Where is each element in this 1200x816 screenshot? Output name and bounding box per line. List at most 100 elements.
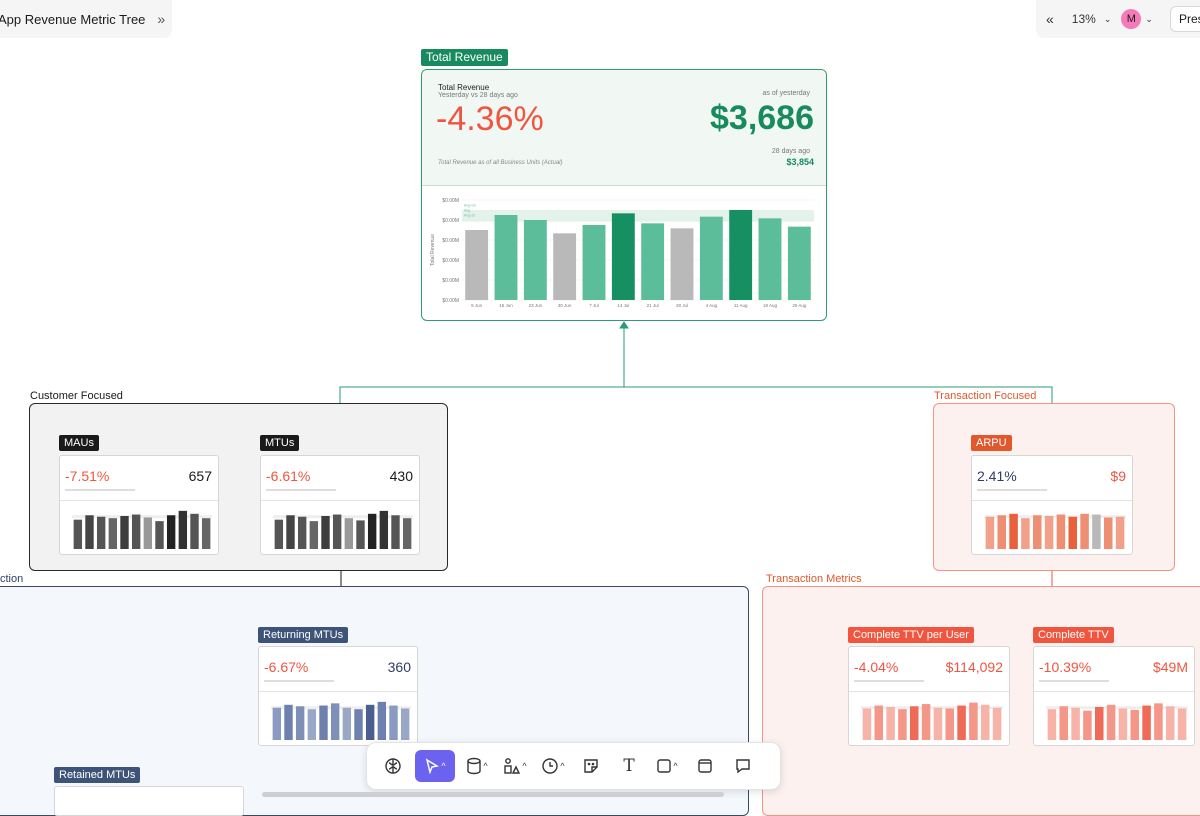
clock-icon[interactable]: ^ (537, 750, 569, 782)
maus-footnote-line (65, 489, 135, 491)
returning-mtus-change: -6.67% (264, 659, 309, 675)
retained-mtus-card[interactable] (54, 786, 244, 816)
mini-chart-bar (1130, 709, 1140, 740)
mini-chart-bar (992, 707, 1002, 740)
mtus-card[interactable]: -6.61% 430 (260, 455, 420, 555)
mini-chart-band (273, 515, 413, 519)
mini-chart-bar (886, 707, 895, 740)
shapes-icon[interactable]: ^ (499, 750, 531, 782)
big-chart-bar (611, 213, 635, 300)
mini-chart-bar (945, 708, 955, 740)
pointer-icon[interactable]: ^ (415, 750, 455, 782)
big-chart-ytick: $0.00M (442, 258, 459, 264)
complete-ttv-per-user-footnote-line (854, 680, 924, 682)
present-button[interactable]: Pres (1170, 6, 1200, 32)
expand-chevrons-icon[interactable]: » (157, 11, 166, 27)
mini-chart-bar (73, 519, 83, 549)
mini-chart-bar (1115, 516, 1125, 549)
mini-chart-bar (96, 516, 106, 549)
big-chart-bar (465, 230, 489, 300)
mini-chart-bar (377, 701, 387, 740)
frame-icon[interactable] (689, 750, 721, 782)
total-revenue-footnote: Total Revenue as of all Business Units (… (438, 160, 563, 166)
horizontal-scrollbar[interactable] (262, 792, 724, 797)
customer-focused-label: Customer Focused (30, 390, 123, 402)
total-revenue-card[interactable]: Total Revenue Yesterday vs 28 days ago -… (421, 69, 827, 321)
big-chart-bar (494, 215, 518, 300)
complete-ttv-per-user-tag: Complete TTV per User (848, 627, 974, 643)
complete-ttv-per-user-card[interactable]: -4.04% $114,092 (848, 646, 1010, 746)
returning-mtus-card[interactable]: -6.67% 360 (258, 646, 418, 746)
arpu-change: 2.41% (977, 468, 1017, 484)
total-revenue-label: Total Revenue (438, 83, 490, 92)
mini-chart-bar (898, 709, 907, 740)
mini-chart-bar (1047, 709, 1057, 740)
mini-chart-bar (1165, 706, 1175, 740)
total-revenue-change: -4.36% (436, 100, 544, 138)
database-icon[interactable]: ^ (461, 750, 493, 782)
maus-card[interactable]: -7.51% 657 (59, 455, 219, 555)
mini-chart-bar (274, 519, 284, 549)
total-revenue-subtitle: Yesterday vs 28 days ago (438, 92, 518, 99)
total-revenue-value: $3,686 (710, 99, 814, 137)
comment-icon[interactable] (727, 750, 759, 782)
mini-chart-bar (321, 516, 330, 549)
big-chart-xtick: 21 Jul (647, 303, 659, 308)
mini-chart-bar (997, 515, 1007, 549)
mini-chart-bar (319, 705, 328, 740)
avatar[interactable]: M (1121, 9, 1142, 29)
big-chart-xtick: 18 Aug (763, 303, 778, 308)
mini-chart-bar (933, 707, 943, 740)
mini-chart-bar (400, 708, 410, 740)
zoom-level[interactable]: 13% (1071, 12, 1096, 26)
retained-mtus-tag: Retained MTUs (54, 767, 141, 783)
mini-chart-bar (402, 518, 412, 549)
rectangle-icon[interactable]: ^ (651, 750, 683, 782)
text-icon[interactable]: T (623, 756, 635, 776)
mini-chart-bar (1106, 704, 1116, 740)
complete-ttv-card[interactable]: -10.39% $49M (1033, 646, 1195, 746)
mini-chart-bar (391, 515, 400, 549)
big-chart-xtick: 4 Aug (706, 303, 718, 308)
mini-chart-bar (309, 521, 319, 549)
big-chart-bar (553, 233, 577, 300)
total-revenue-ago-value: $3,854 (786, 157, 814, 167)
document-title[interactable]: App Revenue Metric Tree (0, 11, 146, 27)
mini-chart-bar (1009, 513, 1018, 549)
avatar-chevron-down-icon[interactable]: ⌄ (1145, 13, 1153, 24)
arpu-tag: ARPU (971, 435, 1012, 451)
mtus-change: -6.61% (266, 468, 311, 484)
mini-chart-bar (120, 516, 129, 549)
mini-chart-bar (1092, 514, 1101, 549)
customer-metrics-label: ction (0, 573, 24, 585)
total-revenue-chart: $0.00M $0.00M $0.00M $0.00M $0.00M $0.00M Avg+… (430, 198, 814, 308)
arpu-value: $9 (1110, 468, 1126, 484)
mini-chart-bar (379, 510, 389, 549)
bottom-toolbar: ^ ^ ^ ^ T ^ (366, 742, 781, 790)
brain-icon[interactable] (377, 750, 409, 782)
total-revenue-ago-label: 28 days ago (771, 148, 810, 155)
mini-chart-bar (356, 520, 365, 549)
arpu-card[interactable]: 2.41% $9 (971, 455, 1133, 555)
mini-chart-band (984, 515, 1126, 519)
mini-chart-bar (307, 709, 317, 740)
mtus-chart (273, 510, 413, 549)
big-chart-ytick: $0.00M (442, 298, 459, 304)
arpu-footnote-line (977, 489, 1047, 491)
complete-ttv-per-user-change: -4.04% (854, 659, 899, 675)
big-chart-xtick: 9 Jun (471, 303, 483, 308)
mini-chart-bar (190, 513, 199, 549)
collapse-panel-icon[interactable]: « (1046, 11, 1054, 27)
complete-ttv-chart (1046, 703, 1188, 740)
maus-change: -7.51% (65, 468, 110, 484)
zoom-chevron-down-icon[interactable]: ⌄ (1103, 13, 1112, 24)
mtus-footnote-line (266, 489, 336, 491)
big-chart-bar (699, 216, 723, 300)
big-chart-bar (641, 223, 665, 300)
sticker-icon[interactable] (575, 750, 607, 782)
mini-chart-band (1046, 706, 1188, 710)
mini-chart-bar (985, 516, 995, 549)
returning-mtus-value: 360 (387, 659, 411, 675)
big-chart-ytick: $0.00M (442, 198, 459, 204)
mini-chart-bar (1083, 710, 1092, 740)
